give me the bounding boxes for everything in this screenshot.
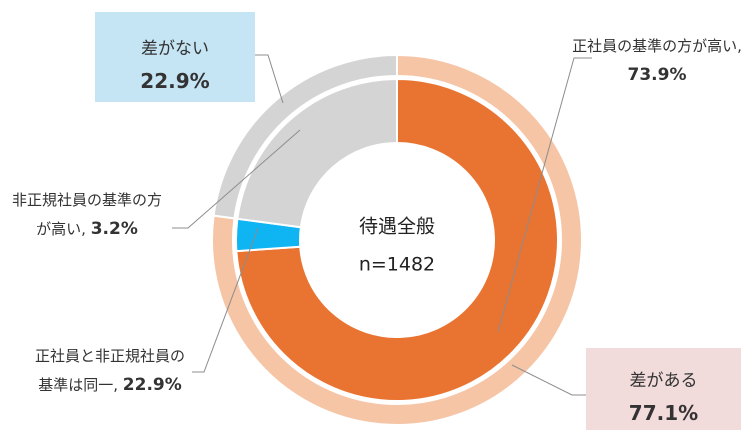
donut-segment <box>236 77 398 229</box>
value-label: 22.9% <box>140 69 210 93</box>
rings <box>211 53 583 426</box>
category-name: 差がない <box>141 39 209 59</box>
category-name: 正社員と非正規社員の基準は同一 <box>34 347 185 394</box>
label-separator: , <box>113 376 123 394</box>
donut-segment <box>212 53 398 220</box>
label-separator: , <box>81 220 91 238</box>
category-name: 差がある <box>629 371 698 391</box>
center-text: n=1482 <box>359 254 435 276</box>
category-name: 非正規社員の基準の方が高い <box>12 191 163 238</box>
value-label: 22.9% <box>122 375 182 395</box>
leader-line <box>511 364 586 396</box>
center-text: 待遇全般 <box>359 216 435 238</box>
leader-line <box>497 57 592 333</box>
value-label: 73.9% <box>627 65 687 85</box>
leader-lines <box>172 54 592 396</box>
label-separator: , <box>737 37 742 55</box>
value-label: 77.1% <box>628 401 699 425</box>
callout-box: 差がない 22.9% <box>95 12 255 102</box>
leader-line <box>172 129 301 229</box>
data-label: 非正規社員の基準の方が高い, 3.2% <box>12 186 162 244</box>
callout-box: 差がある 77.1% <box>586 348 741 430</box>
donut-segment <box>235 77 559 402</box>
leader-line <box>255 54 284 104</box>
category-name: 正社員の基準の方が高い <box>572 37 738 55</box>
leader-line <box>192 227 259 373</box>
data-label: 正社員の基準の方が高い, 73.9% <box>572 32 742 90</box>
value-label: 3.2% <box>90 219 138 239</box>
donut-segment <box>211 53 583 426</box>
data-label: 正社員と非正規社員の基準は同一, 22.9% <box>30 342 190 400</box>
